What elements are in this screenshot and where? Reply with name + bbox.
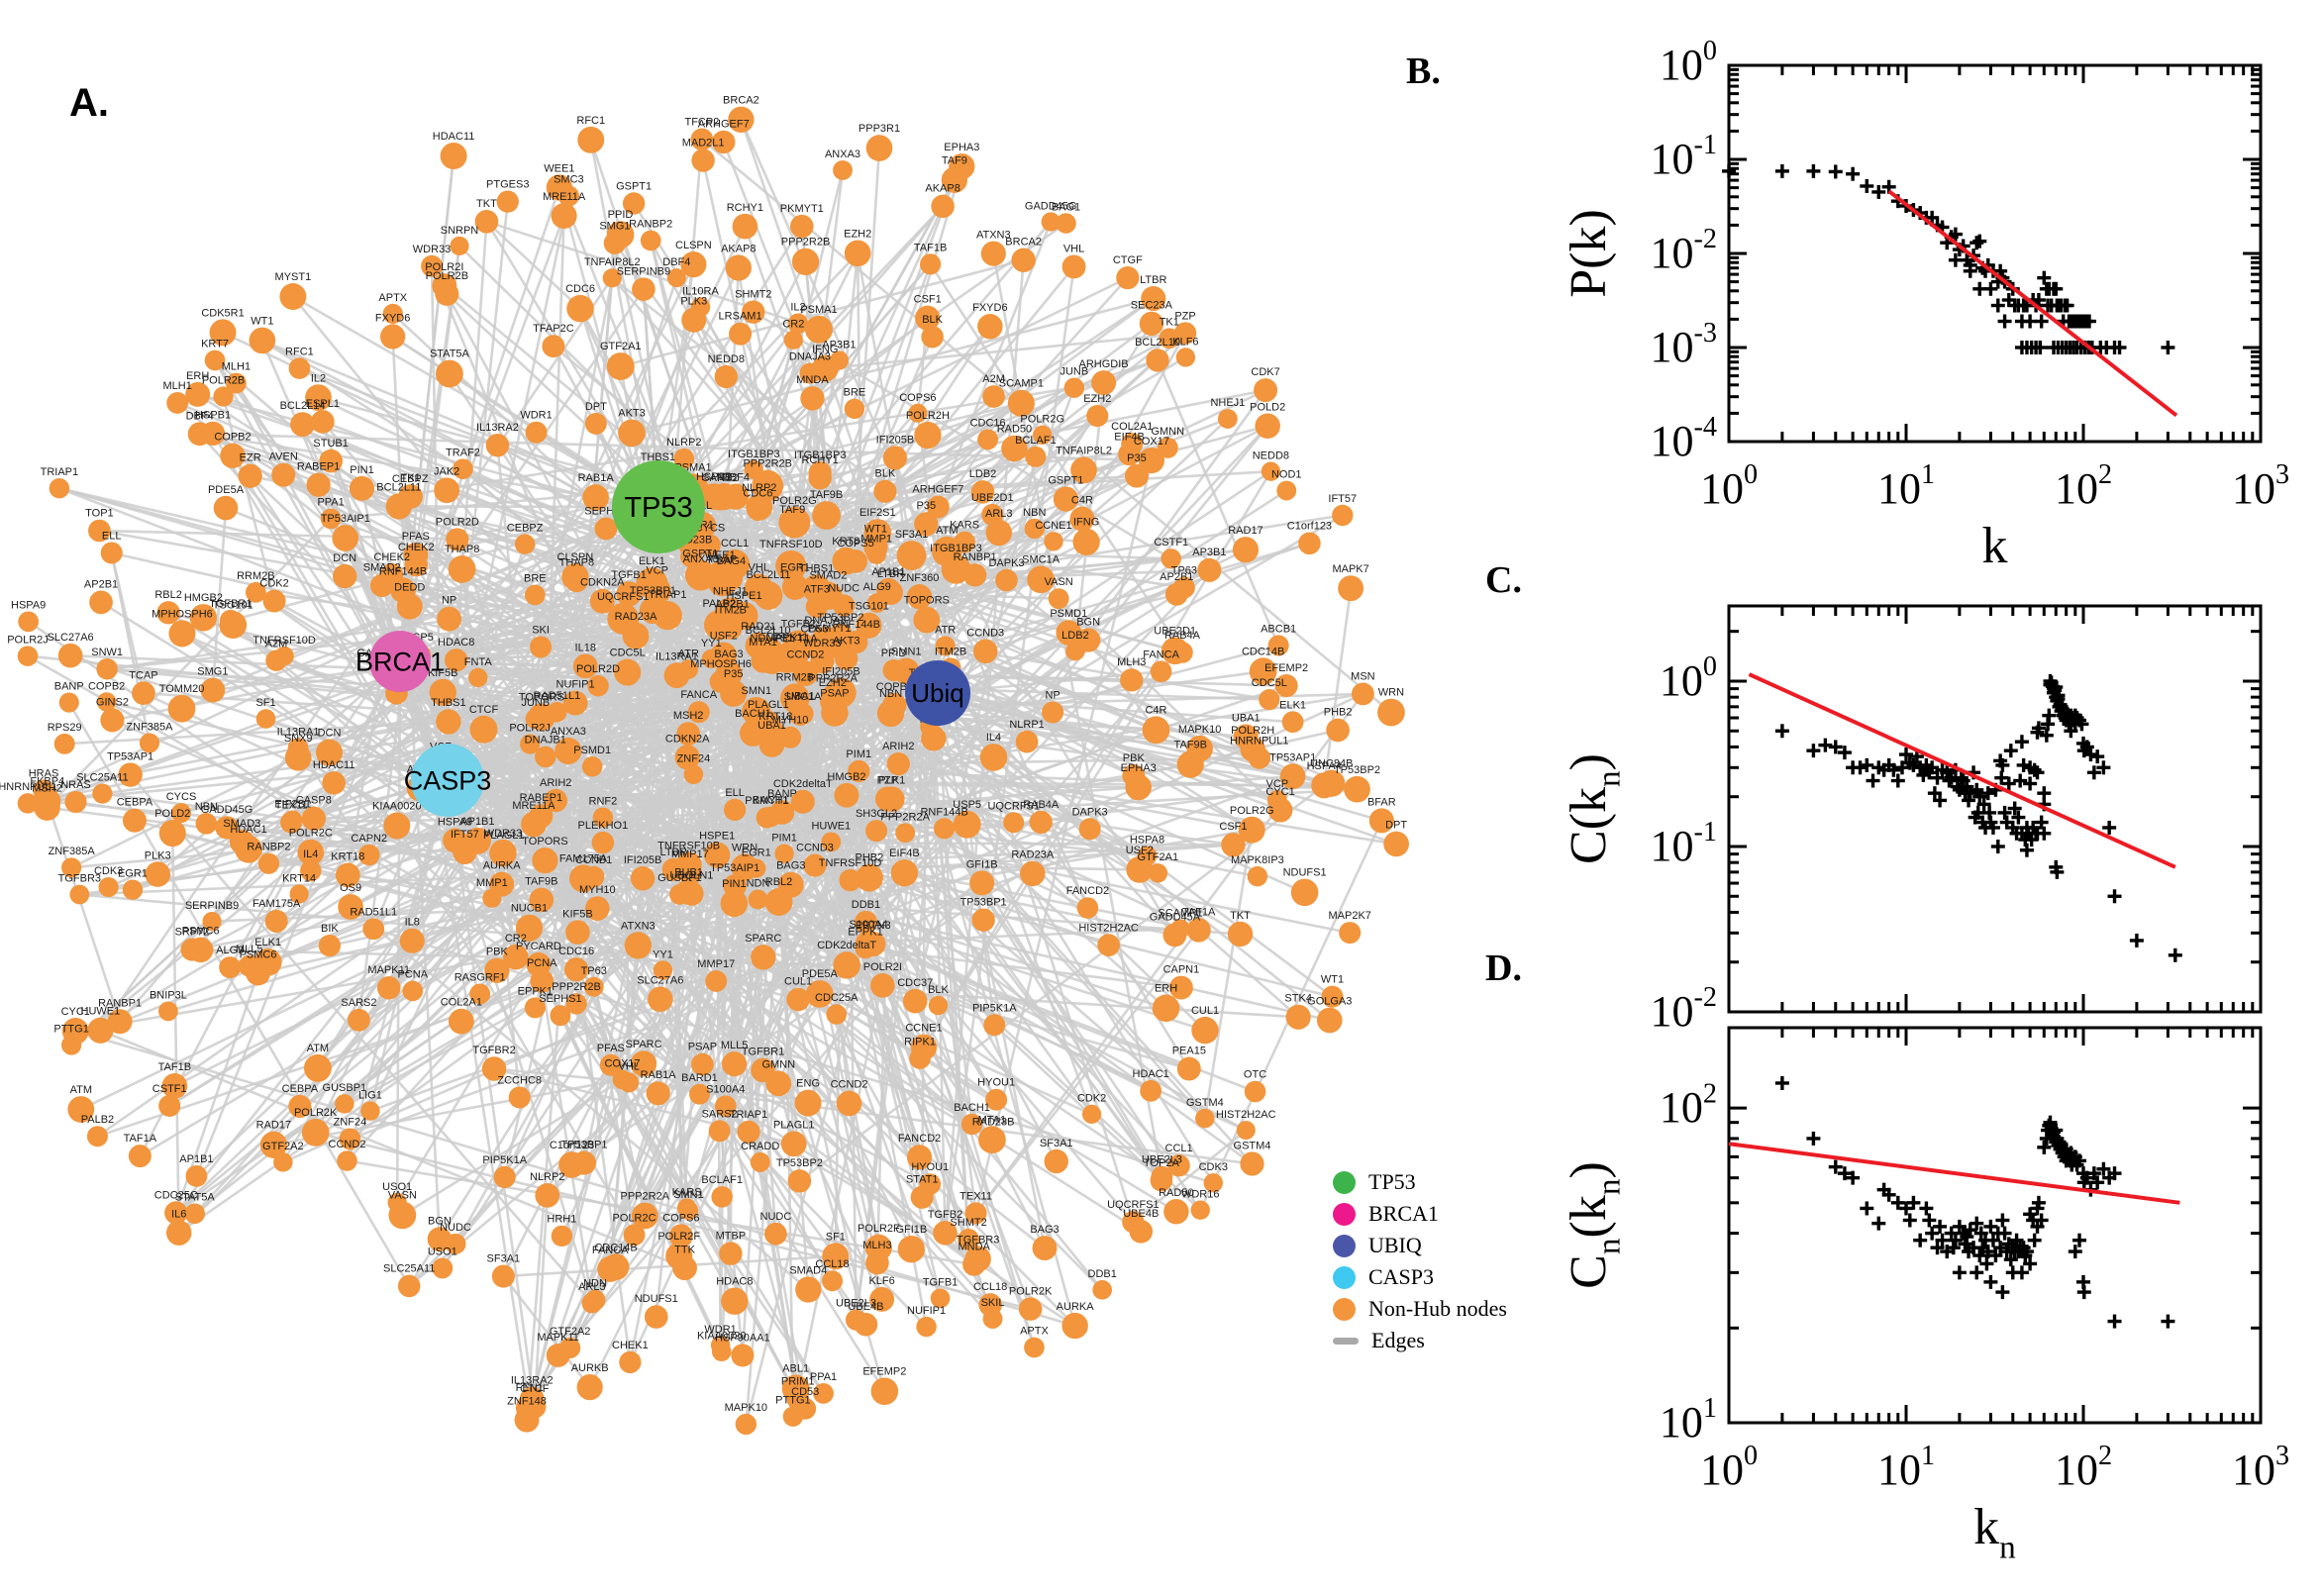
svg-text:100: 100 — [1700, 459, 1758, 513]
x-axis-title: k — [1982, 518, 2008, 574]
legend-item: Edges — [1333, 1329, 1507, 1352]
svg-text:102: 102 — [1660, 1078, 1717, 1132]
svg-text:102: 102 — [2055, 459, 2112, 513]
panel-d-label: D. — [1485, 948, 1522, 989]
svg-text:10-3: 10-3 — [1651, 318, 1717, 371]
axis-ticks — [1727, 606, 2263, 1014]
svg-text:10-2: 10-2 — [1651, 982, 1717, 1036]
hub-label-ubiq: Ubiq — [911, 678, 963, 708]
legend-edge-swatch — [1333, 1337, 1359, 1345]
legend-item: Non-Hub nodes — [1333, 1297, 1507, 1321]
svg-text:10-1: 10-1 — [1651, 817, 1717, 870]
network-hub-nodes: TP53 BRCA1 CASP3 Ubiq — [355, 460, 970, 817]
legend-item: UBIQ — [1333, 1234, 1507, 1257]
power-law-fit-line — [1728, 1142, 2180, 1205]
legend-node-swatch — [1333, 1265, 1356, 1289]
legend-label: BRCA1 — [1368, 1201, 1439, 1226]
hub-ubiq — [905, 660, 970, 726]
legend-label: CASP3 — [1368, 1264, 1435, 1289]
scatter-points — [1722, 163, 2175, 354]
hub-brca1 — [369, 631, 431, 692]
axis-ticks — [1727, 63, 2263, 444]
power-law-fit-line — [1887, 189, 2178, 418]
axis-ticks — [1727, 1028, 2263, 1425]
legend-node-swatch — [1333, 1234, 1356, 1257]
legend-item: CASP3 — [1333, 1265, 1507, 1289]
panel-b-label: B. — [1406, 50, 1441, 92]
legend-label: Non-Hub nodes — [1368, 1296, 1507, 1321]
hub-casp3 — [411, 744, 484, 817]
legend-label: TP53 — [1368, 1169, 1416, 1194]
legend-item: TP53 — [1333, 1170, 1507, 1194]
svg-text:100: 100 — [1660, 36, 1717, 89]
svg-text:10-2: 10-2 — [1651, 224, 1717, 277]
svg-text:101: 101 — [1660, 1393, 1717, 1446]
y-axis-title: P(k) — [1561, 209, 1617, 298]
panel-c-label: C. — [1485, 559, 1522, 601]
svg-text:10-1: 10-1 — [1651, 130, 1717, 183]
svg-text:100: 100 — [1700, 1441, 1758, 1494]
scatter-points — [1774, 1075, 2175, 1329]
svg-text:10-4: 10-4 — [1651, 412, 1717, 465]
x-axis-title: kn — [1973, 1499, 2016, 1566]
panel-c-plot: 100 10-1 10-2 C(kn) — [1561, 604, 2263, 1036]
hub-label-tp53: TP53 — [624, 492, 692, 524]
network-gene-labels: TP53AIP1THAP8CDC14BKIAA0020NLRP2TP53AP1E… — [0, 95, 1407, 1414]
svg-text:101: 101 — [1877, 459, 1935, 513]
power-law-fit-line — [1748, 672, 2176, 869]
scatter-points — [1774, 673, 2182, 962]
network-graph: TP53AIP1THAP8CDC14BKIAA0020NLRP2TP53AP1E… — [0, 95, 1409, 1436]
hub-label-casp3: CASP3 — [404, 765, 492, 795]
legend-node-swatch — [1333, 1297, 1356, 1321]
network-nonhub-nodes — [17, 106, 1409, 1436]
svg-text:103: 103 — [2232, 1441, 2289, 1494]
legend-node-swatch — [1333, 1170, 1356, 1194]
svg-text:103: 103 — [2232, 459, 2289, 513]
legend-node-swatch — [1333, 1202, 1356, 1226]
hub-label-brca1: BRCA1 — [355, 647, 445, 676]
legend-item: BRCA1 — [1333, 1202, 1507, 1226]
svg-text:102: 102 — [2055, 1441, 2112, 1494]
panel-a-label: A. — [69, 81, 109, 125]
y-axis-title: C(kn) — [1561, 753, 1628, 864]
svg-text:101: 101 — [1877, 1441, 1935, 1494]
hub-tp53 — [612, 460, 705, 553]
legend-label: Edges — [1371, 1328, 1425, 1352]
svg-text:100: 100 — [1660, 651, 1717, 705]
legend-label: UBIQ — [1368, 1233, 1422, 1257]
network-legend: TP53 BRCA1 UBIQ CASP3 Non-Hub nodes Edges — [1333, 1170, 1507, 1352]
y-axis-title: Cn(kn) — [1561, 1161, 1628, 1289]
